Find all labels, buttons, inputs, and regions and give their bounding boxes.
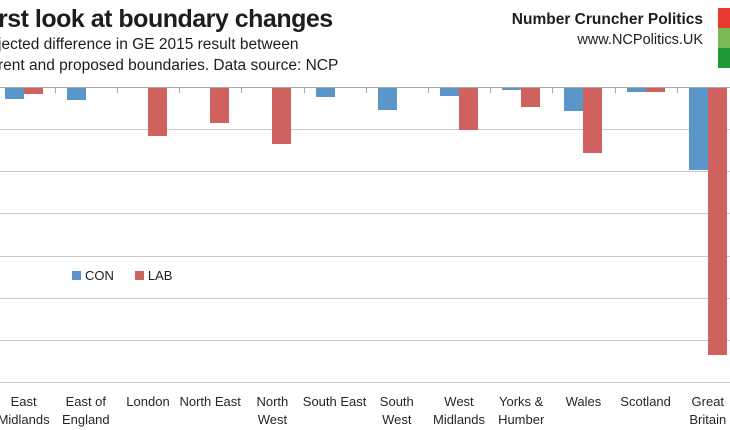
category-label: South West	[379, 394, 414, 427]
bar-LAB-9	[583, 88, 603, 153]
gridline	[0, 255, 730, 257]
bar-LAB-0	[23, 88, 43, 94]
brand-block: Number Cruncher Politics www.NCPolitics.…	[512, 11, 703, 48]
bar-CON-11	[688, 88, 708, 171]
category-label: East Midlands	[0, 394, 50, 427]
lab-swatch-icon	[134, 271, 144, 280]
bar-LAB-10	[645, 88, 665, 93]
axis-tick	[676, 88, 678, 93]
gridline	[0, 382, 730, 383]
logo-light-green-square	[718, 28, 730, 48]
gridline	[0, 297, 730, 299]
legend-label-lab: LAB	[147, 268, 173, 283]
axis-tick	[54, 88, 56, 93]
category-label: Yorks & Humber	[498, 394, 545, 427]
bar-LAB-11	[707, 88, 727, 355]
chart-subtitle-line1: jected difference in GE 2015 result betw…	[0, 36, 299, 53]
bar-CON-7	[440, 88, 459, 96]
con-swatch-icon	[72, 271, 81, 280]
axis-tick	[116, 88, 118, 93]
brand-name: Number Cruncher Politics	[511, 11, 703, 28]
bar-LAB-4	[272, 88, 292, 145]
category-label: Scotland	[620, 394, 671, 409]
bar-CON-6	[377, 88, 397, 110]
logo-red-square	[718, 8, 730, 28]
gridline	[0, 339, 730, 341]
gridline	[0, 213, 730, 215]
bar-CON-5	[315, 88, 335, 97]
legend-label-con: CON	[85, 268, 114, 283]
axis-tick	[365, 88, 367, 93]
axis-tick	[427, 88, 429, 93]
category-label: North East	[179, 394, 241, 409]
legend-item-con: CON	[72, 268, 114, 283]
brand-url: www.NCPolitics.UK	[577, 32, 703, 48]
axis-tick	[241, 88, 243, 93]
bar-LAB-8	[521, 88, 541, 108]
category-label: Wales	[565, 394, 602, 409]
axis-tick	[490, 88, 492, 93]
category-label: East of England	[61, 394, 110, 427]
category-label: South East	[302, 394, 367, 409]
bar-CON-10	[626, 88, 646, 93]
gridline	[0, 129, 730, 131]
bar-LAB-7	[459, 88, 478, 130]
bar-CON-9	[564, 88, 584, 112]
bar-LAB-3	[210, 88, 230, 124]
bar-CON-1	[66, 88, 86, 100]
x-axis-zero-line	[0, 87, 730, 88]
category-label: West Midlands	[432, 394, 486, 427]
ncp-logo-icon	[718, 8, 730, 68]
chart-subtitle-line2: rent and proposed boundaries. Data sourc…	[0, 57, 339, 74]
bar-CON-8	[502, 88, 522, 91]
legend-item-lab: LAB	[134, 268, 173, 283]
bar-CON-0	[4, 88, 24, 99]
axis-tick	[303, 88, 305, 93]
legend: CON LAB	[72, 268, 172, 283]
chart-title: rst look at boundary changes	[0, 5, 333, 33]
category-label: North West	[256, 394, 289, 427]
axis-tick	[552, 88, 554, 93]
gridline	[0, 171, 730, 173]
logo-dark-green-square	[718, 48, 730, 68]
bar-LAB-2	[148, 88, 167, 137]
axis-tick	[614, 88, 616, 93]
category-label: Great Britain	[689, 394, 727, 427]
axis-tick	[179, 88, 181, 93]
category-label: London	[126, 394, 170, 409]
